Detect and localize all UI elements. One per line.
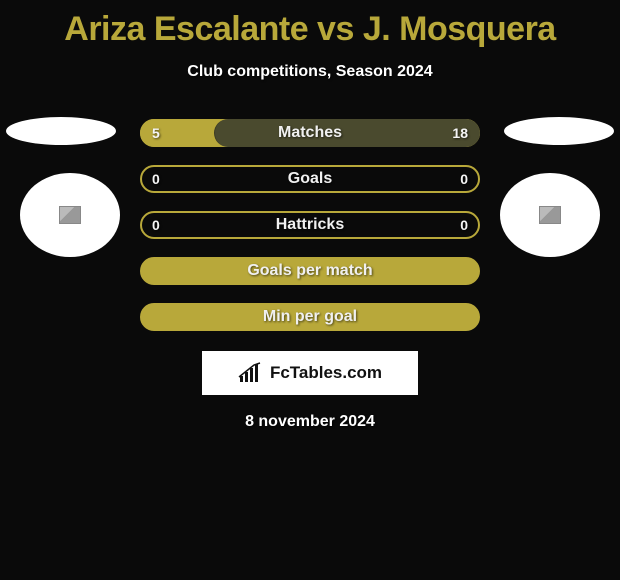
stat-value-left: 0 <box>152 217 160 233</box>
stat-label: Hattricks <box>276 216 344 234</box>
stat-row: Goals 0 0 <box>140 165 480 193</box>
page-subtitle: Club competitions, Season 2024 <box>0 63 620 81</box>
stat-value-left: 5 <box>152 125 160 141</box>
comparison-chart: Matches 5 18 Goals 0 0 Hattricks 0 0 Goals per ma… <box>0 119 620 331</box>
stat-value-right: 0 <box>460 171 468 187</box>
stat-row: Goals per match <box>140 257 480 285</box>
stat-value-right: 0 <box>460 217 468 233</box>
stat-value-left: 0 <box>152 171 160 187</box>
brand-badge: FcTables.com <box>202 351 418 395</box>
brand-chart-icon <box>238 362 264 384</box>
stat-label: Min per goal <box>263 308 357 326</box>
avatar-placeholder-icon <box>539 206 561 224</box>
stat-value-right: 18 <box>452 125 468 141</box>
player-right-marker <box>504 117 614 145</box>
brand-text: FcTables.com <box>270 363 382 383</box>
stat-row: Matches 5 18 <box>140 119 480 147</box>
player-left-avatar <box>20 173 120 257</box>
stat-row: Min per goal <box>140 303 480 331</box>
page-title: Ariza Escalante vs J. Mosquera <box>0 0 620 49</box>
player-left-marker <box>6 117 116 145</box>
stat-row: Hattricks 0 0 <box>140 211 480 239</box>
stat-label: Goals <box>288 170 332 188</box>
stat-bars: Matches 5 18 Goals 0 0 Hattricks 0 0 Goals per ma… <box>140 119 480 331</box>
stat-bar-right-fill <box>214 119 480 147</box>
avatar-placeholder-icon <box>59 206 81 224</box>
stat-label: Matches <box>278 124 342 142</box>
player-right-avatar <box>500 173 600 257</box>
stat-label: Goals per match <box>247 262 372 280</box>
date-text: 8 november 2024 <box>0 413 620 431</box>
